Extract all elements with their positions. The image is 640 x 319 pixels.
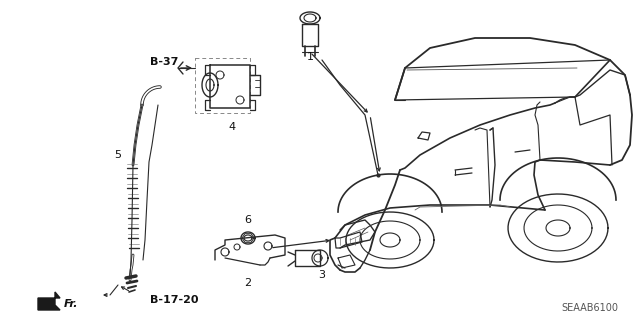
Text: 3: 3 bbox=[318, 270, 325, 280]
Polygon shape bbox=[38, 292, 60, 310]
Text: B-17-20: B-17-20 bbox=[150, 295, 198, 305]
Text: B-37: B-37 bbox=[150, 57, 178, 67]
Text: SEAAB6100: SEAAB6100 bbox=[561, 303, 618, 313]
Text: 4: 4 bbox=[228, 122, 236, 132]
Text: 2: 2 bbox=[244, 278, 252, 288]
Text: 6: 6 bbox=[244, 215, 252, 225]
Text: Fr.: Fr. bbox=[64, 299, 79, 309]
Text: 5: 5 bbox=[115, 150, 122, 160]
Text: 1: 1 bbox=[307, 52, 314, 62]
